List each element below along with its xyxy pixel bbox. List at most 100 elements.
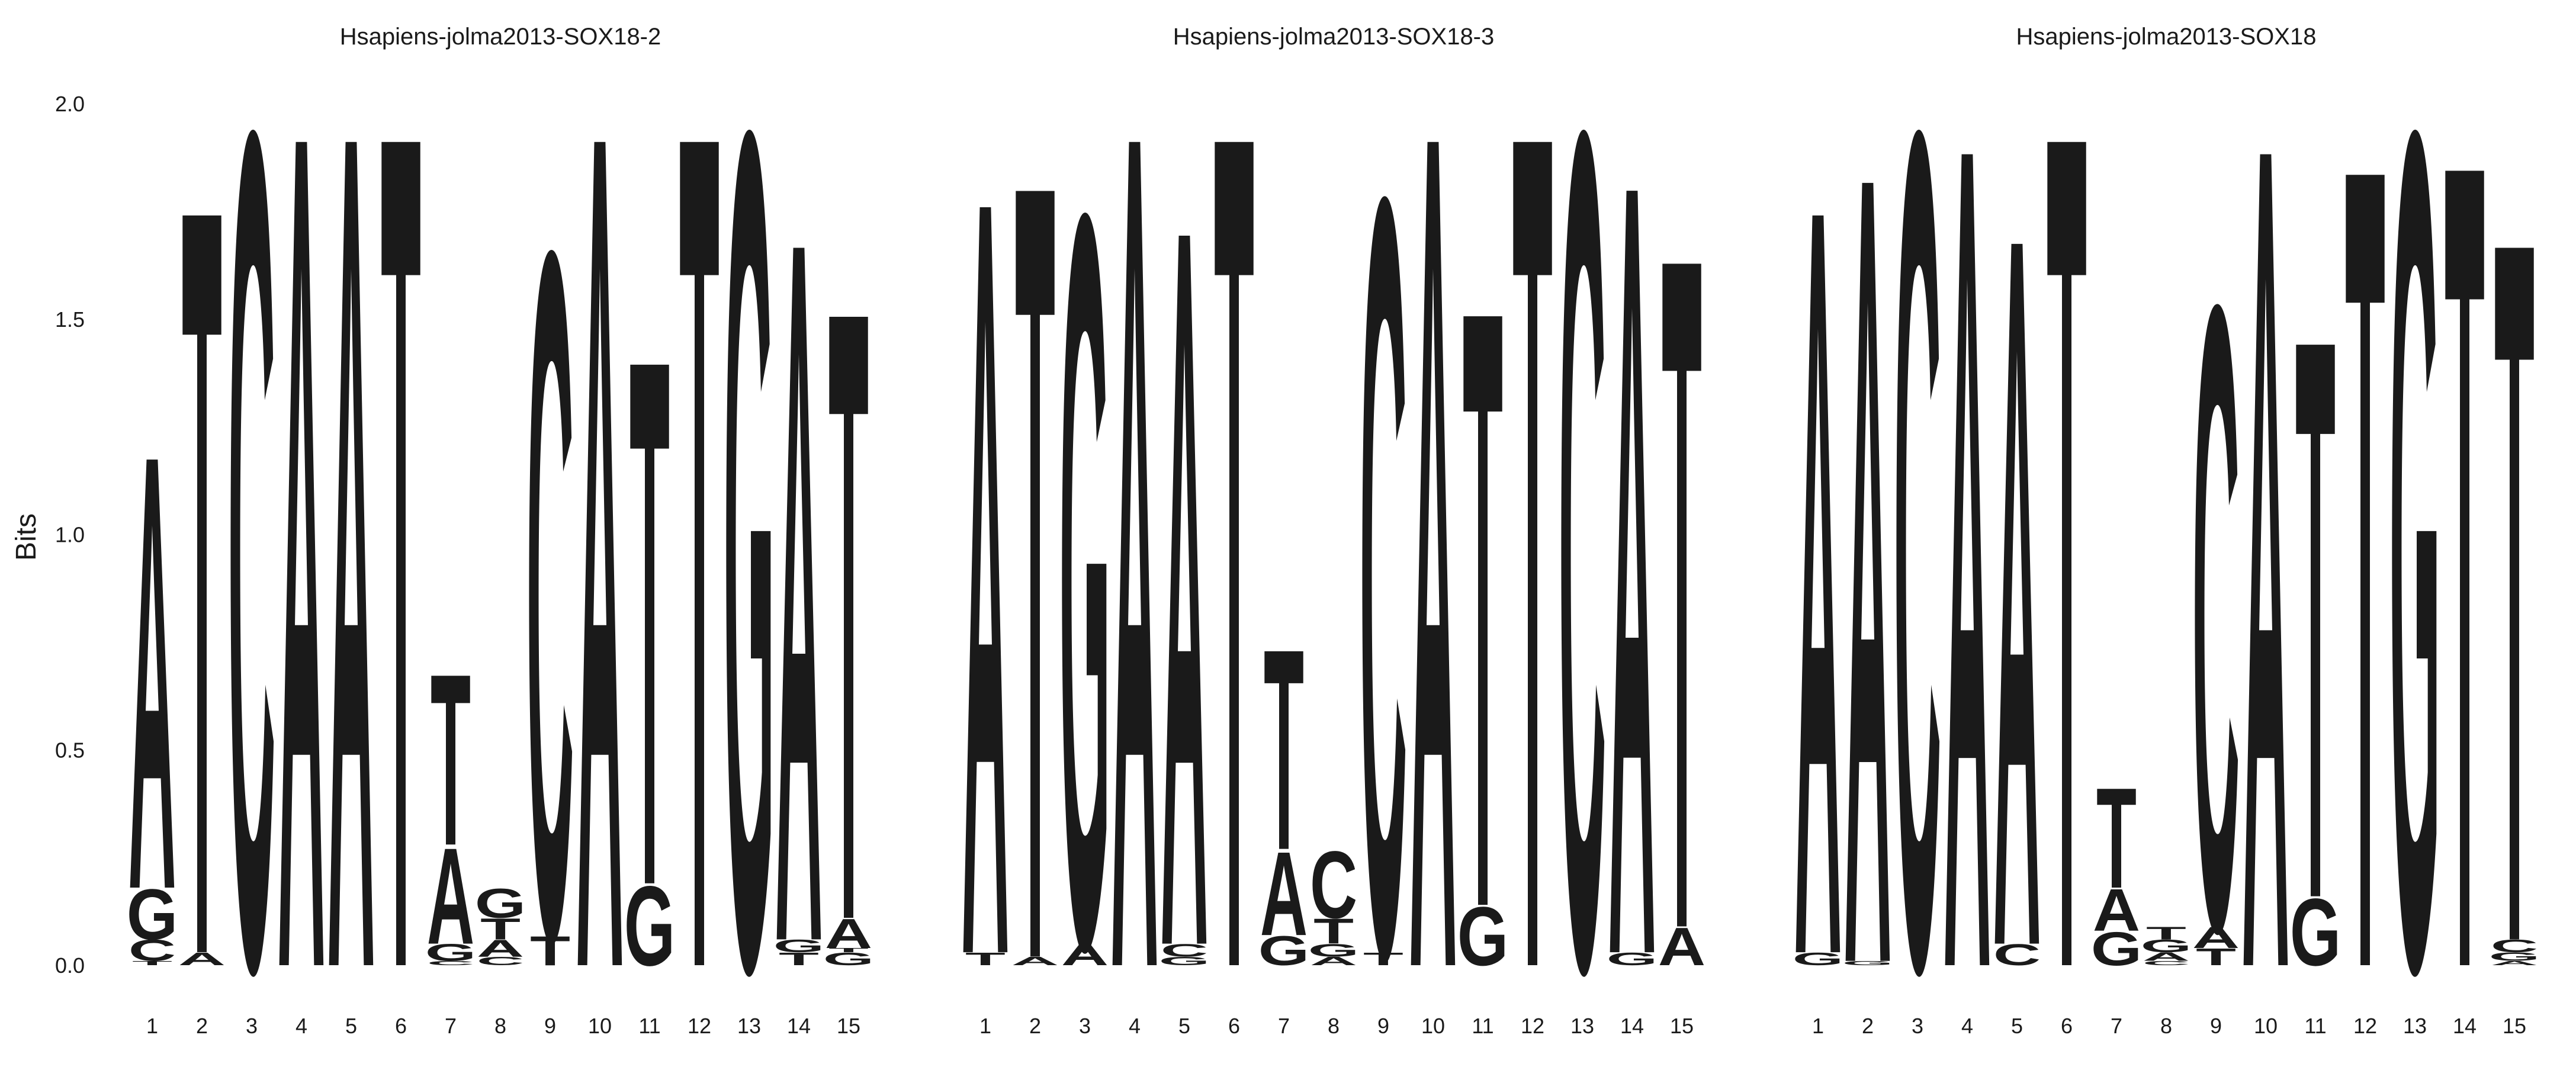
x-tick-label: 7 bbox=[2111, 1014, 2122, 1038]
logo-letter-C: C bbox=[129, 934, 176, 968]
x-tick-label: 4 bbox=[1961, 1014, 1973, 1038]
logo-letter-T: T bbox=[828, 127, 869, 1083]
logo-letter-A: A bbox=[1011, 955, 1059, 968]
logo-letter-T: T bbox=[2494, 30, 2535, 1083]
logo-letter-A: A bbox=[178, 949, 226, 969]
panel-title: Hsapiens-jolma2013-SOX18 bbox=[2016, 24, 2317, 50]
logo-letter-A: A bbox=[278, 0, 325, 1083]
x-tick-label: 1 bbox=[146, 1014, 158, 1038]
logo-letter-T: T bbox=[1264, 589, 1304, 910]
x-tick-label: 8 bbox=[494, 1014, 506, 1038]
x-tick-label: 4 bbox=[295, 1014, 307, 1038]
x-tick-label: 5 bbox=[345, 1014, 357, 1038]
panel-title: Hsapiens-jolma2013-SOX18-2 bbox=[340, 24, 661, 50]
logo-letter-T: T bbox=[2345, 0, 2385, 1083]
x-tick-label: 3 bbox=[246, 1014, 258, 1038]
x-tick-label: 5 bbox=[2011, 1014, 2023, 1038]
logo-letter-T: T bbox=[1512, 0, 1553, 1083]
logo-letter-A: A bbox=[1794, 0, 1842, 1083]
logo-letter-C: C bbox=[1310, 831, 1357, 939]
logo-letter-G: G bbox=[624, 863, 675, 989]
logo-letter-G: G bbox=[475, 880, 526, 927]
logo-letter-G: G bbox=[2141, 936, 2192, 956]
logo-letter-T: T bbox=[1363, 949, 1403, 969]
logo-letter-G: G bbox=[1457, 889, 1508, 983]
y-tick-label: 2.0 bbox=[55, 92, 85, 116]
x-tick-label: 9 bbox=[1377, 1014, 1389, 1038]
logo-letter-T: T bbox=[1662, 55, 1702, 1083]
x-tick-label: 5 bbox=[1178, 1014, 1190, 1038]
logo-letter-G: G bbox=[1793, 949, 1843, 969]
y-tick-label: 1.5 bbox=[55, 307, 85, 332]
logo-letter-A: A bbox=[1608, 0, 1656, 1083]
logo-letter-T: T bbox=[381, 0, 421, 1083]
logo-letter-C: C bbox=[526, 47, 574, 1083]
logo-letter-A: A bbox=[1061, 939, 1109, 972]
x-tick-label: 7 bbox=[445, 1014, 457, 1038]
logo-letter-G: G bbox=[1607, 949, 1658, 969]
x-tick-label: 1 bbox=[1812, 1014, 1824, 1038]
x-tick-label: 6 bbox=[2061, 1014, 2073, 1038]
x-tick-label: 13 bbox=[1570, 1014, 1594, 1038]
x-tick-label: 6 bbox=[1228, 1014, 1240, 1038]
logo-letter-T: T bbox=[1214, 0, 1254, 1083]
x-tick-label: 11 bbox=[1472, 1014, 1493, 1038]
logo-letter-C: C bbox=[228, 0, 275, 1083]
logo-letter-G: G bbox=[127, 875, 178, 955]
logo-letter-T: T bbox=[2146, 923, 2186, 943]
logo-letter-G: G bbox=[823, 949, 874, 969]
logo-letter-A: A bbox=[576, 0, 624, 1083]
x-tick-label: 12 bbox=[2353, 1014, 2377, 1038]
logo-letter-G: G bbox=[2389, 0, 2440, 1083]
logo-letter-C: C bbox=[427, 960, 474, 966]
x-tick-label: 15 bbox=[2503, 1014, 2526, 1038]
x-tick-label: 10 bbox=[588, 1014, 612, 1038]
x-tick-label: 14 bbox=[787, 1014, 811, 1038]
logo-letter-A: A bbox=[1111, 0, 1158, 1083]
logo-letter-C: C bbox=[2192, 121, 2240, 1083]
x-tick-label: 9 bbox=[544, 1014, 556, 1038]
x-tick-label: 3 bbox=[1079, 1014, 1091, 1038]
x-tick-label: 12 bbox=[1521, 1014, 1544, 1038]
y-tick-label: 0.5 bbox=[55, 738, 85, 762]
logo-letter-T: T bbox=[480, 912, 521, 946]
logo-letter-T: T bbox=[828, 947, 869, 953]
logo-letter-T: T bbox=[965, 949, 1006, 969]
x-tick-label: 7 bbox=[1278, 1014, 1290, 1038]
logo-letter-A: A bbox=[1844, 0, 1891, 1083]
x-tick-label: 15 bbox=[837, 1014, 860, 1038]
logo-letter-G: G bbox=[1159, 955, 1210, 968]
x-tick-label: 11 bbox=[2304, 1014, 2326, 1038]
x-tick-label: 13 bbox=[2403, 1014, 2427, 1038]
logo-letter-T: T bbox=[2096, 757, 2137, 918]
logo-letter-G: G bbox=[2489, 950, 2540, 964]
logo-letter-G: G bbox=[2091, 922, 2142, 976]
logo-letter-A: A bbox=[2093, 876, 2140, 943]
logo-letter-A: A bbox=[2242, 0, 2289, 1083]
logo-letter-T: T bbox=[132, 960, 172, 966]
y-axis: 0.0 0.5 1.0 1.5 2.0 bbox=[55, 92, 85, 978]
logo-letter-A: A bbox=[2143, 950, 2190, 964]
logo-letter-C: C bbox=[1161, 940, 1208, 960]
logo-letter-G: G bbox=[773, 936, 824, 956]
logo-letter-G: G bbox=[2290, 879, 2341, 986]
x-tick-label: 14 bbox=[2453, 1014, 2477, 1038]
logo-letter-G: G bbox=[724, 0, 775, 1083]
logo-letter-A: A bbox=[1310, 955, 1357, 968]
logo-letter-C: C bbox=[1559, 0, 1606, 1083]
logo-letter-A: A bbox=[2491, 960, 2538, 966]
logo-letter-T: T bbox=[182, 0, 222, 1083]
logo-letter-T: T bbox=[1463, 131, 1503, 1083]
logo-letter-A: A bbox=[129, 326, 176, 1020]
logo-letter-T: T bbox=[2196, 943, 2236, 970]
x-tick-label: 9 bbox=[2210, 1014, 2222, 1038]
logo-letter-C: C bbox=[477, 955, 524, 968]
logo-letter-A: A bbox=[1260, 827, 1308, 961]
logo-letter-A: A bbox=[1993, 23, 2041, 1083]
logo-letter-T: T bbox=[1313, 911, 1354, 952]
x-tick-label: 3 bbox=[1912, 1014, 1923, 1038]
